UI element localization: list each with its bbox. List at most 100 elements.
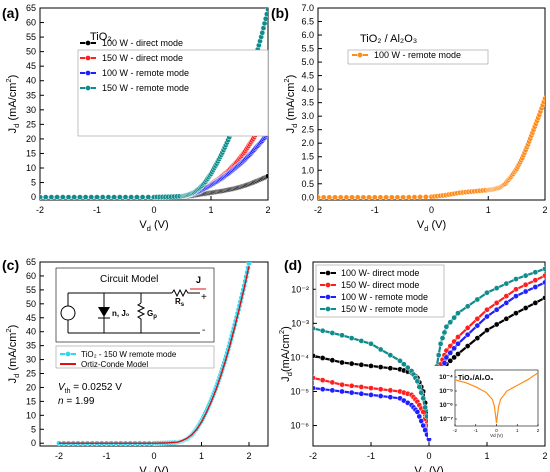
x-tick-label: -1	[93, 205, 101, 215]
y-tick-label: 40	[26, 76, 36, 86]
inset-title: TiO₂/Al₂O₃	[458, 375, 493, 382]
legend-entry: 100 W- direct mode	[341, 268, 419, 278]
data-point	[404, 364, 411, 371]
x-tick-label: 1	[199, 451, 204, 461]
y-tick-label: 5	[31, 424, 36, 434]
data-point	[368, 392, 374, 398]
y-axis-label-end: )	[280, 326, 292, 330]
data-point	[348, 335, 355, 341]
x-axis-label-sub: d	[424, 224, 428, 233]
x-axis-label-main: V	[417, 219, 425, 231]
y-tick-label: 30	[26, 355, 36, 365]
data-point	[339, 332, 345, 339]
x-tick-label: -2	[55, 451, 63, 461]
data-point	[332, 194, 338, 200]
y-tick-label: 4.5	[301, 71, 314, 81]
data-point	[411, 194, 418, 200]
data-point	[42, 194, 49, 200]
data-point	[474, 335, 481, 341]
x-tick-label: -2	[309, 451, 317, 461]
data-point	[71, 194, 78, 200]
data-point	[401, 361, 407, 368]
y-tick-label: 30	[26, 105, 36, 115]
legend-box	[55, 345, 215, 369]
legend-marker	[85, 55, 91, 61]
data-point	[116, 194, 123, 200]
inset-y-tick-label: 10⁻⁷	[440, 416, 454, 423]
data-point	[474, 296, 481, 303]
data-layer	[56, 262, 252, 446]
data-point	[82, 194, 89, 200]
legend-box	[315, 264, 445, 318]
data-point	[493, 300, 500, 306]
legend-marker	[325, 282, 331, 288]
y-axis-label-sup: 2	[277, 330, 286, 334]
y-tick-label: 3.0	[301, 111, 314, 121]
y-tick-label: 15	[26, 148, 36, 158]
legend-marker	[325, 294, 331, 300]
data-point	[260, 25, 267, 31]
data-point	[59, 194, 66, 200]
data-point	[493, 285, 500, 291]
data-point	[532, 284, 539, 290]
y-tick-label: 4.0	[301, 84, 314, 94]
data-point	[368, 340, 374, 347]
x-tick-label: 1	[486, 205, 491, 215]
diode-label: n, J₀	[112, 309, 130, 318]
y-axis-label-end: )	[7, 75, 19, 79]
data-point	[377, 386, 384, 393]
data-point	[455, 310, 461, 316]
data-point	[474, 322, 481, 329]
data-point	[503, 280, 510, 287]
data-point	[358, 390, 365, 397]
panel-label: (a)	[2, 5, 19, 21]
inset-frame	[454, 369, 539, 427]
y-tick-label: 60	[26, 271, 36, 281]
legend-entry: 100 W - direct mode	[102, 38, 183, 48]
x-axis-label-main: V	[139, 219, 147, 231]
inset-x-tick-label: 1	[516, 428, 519, 433]
vth-subscript: th	[65, 388, 71, 395]
data-point	[405, 194, 412, 200]
y-axis-label: Jd (mA/cm2)	[4, 75, 21, 134]
y-axis-label-sub: d	[12, 374, 21, 378]
x-tick-label: 2	[542, 451, 547, 461]
y-axis-label-unit: (mA/cm	[7, 83, 19, 124]
data-point	[513, 276, 519, 282]
data-point	[319, 386, 326, 393]
y-tick-label: 5.0	[301, 57, 314, 67]
data-point	[542, 265, 545, 272]
y-tick-label: 10	[26, 163, 36, 173]
data-point	[313, 352, 316, 359]
y-axis-label: Jd (mA/cm2)	[282, 75, 299, 134]
data-point	[366, 194, 372, 200]
data-point	[264, 11, 268, 17]
inset-chart: TiO₂/Al₂O₃ -2 -1 0 1 2 10⁻⁷ 10⁻⁶ 10⁻⁵ 10⁻⁴ Vd (V)	[428, 366, 542, 438]
y-axis-label-unit: (mA/cm	[7, 333, 19, 374]
y-tick-label: 65	[26, 257, 36, 267]
data-point	[320, 194, 327, 200]
data-point	[348, 389, 355, 396]
y-axis-label-unit: (mA/cm	[285, 83, 297, 124]
x-axis-label-main: V	[414, 465, 422, 472]
data-point	[313, 385, 316, 391]
x-axis-label: Vd (V)	[139, 219, 168, 233]
y-tick-label: 10	[26, 410, 36, 420]
data-point	[447, 319, 454, 326]
data-point	[368, 363, 374, 369]
data-point	[265, 8, 268, 13]
y-tick-label: 45	[26, 313, 36, 323]
y-axis-label-sub: d	[12, 124, 21, 128]
legend-marker	[357, 52, 363, 58]
x-tick-label: 2	[542, 205, 547, 215]
x-tick-label: -1	[371, 205, 379, 215]
data-point	[513, 286, 519, 293]
x-axis-label-main: V	[139, 465, 147, 472]
x-tick-label: 0	[429, 205, 434, 215]
inset-y-tick-label: 10⁻⁶	[439, 402, 453, 409]
y-tick-label: 2.0	[301, 138, 314, 148]
data-point	[542, 279, 545, 286]
minus-sign: -	[202, 325, 205, 336]
data-point	[513, 310, 519, 316]
